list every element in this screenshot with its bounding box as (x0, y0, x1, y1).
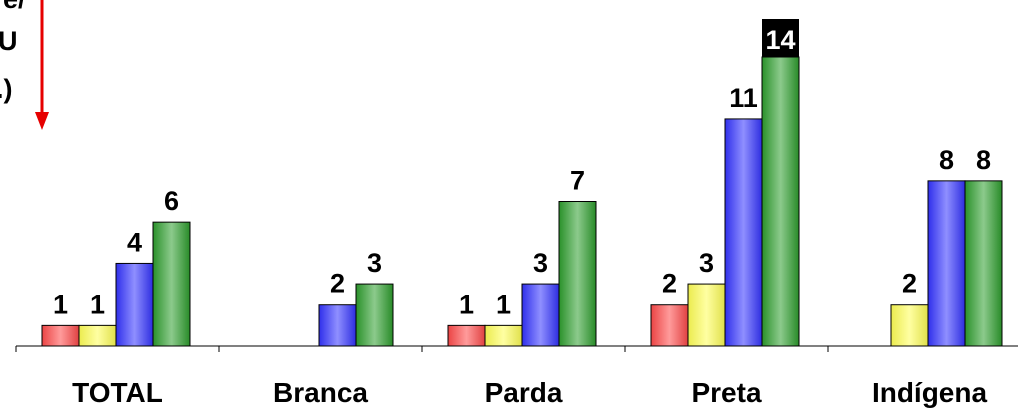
bar-parda-series-2 (484, 324, 523, 347)
data-label-preta-series-2: 3 (699, 248, 714, 278)
bar-indigena-series-2 (890, 304, 929, 347)
bar-parda-series-3 (521, 283, 560, 347)
data-label-preta-series-3: 11 (729, 83, 758, 113)
cutoff-label-line-2: U (0, 26, 18, 56)
category-label-branca: Branca (273, 377, 368, 408)
bar-parda-series-4 (558, 201, 597, 347)
data-label-total-series-3: 4 (127, 227, 142, 257)
data-label-parda-series-4: 7 (570, 166, 585, 196)
data-label-branca-series-4: 3 (367, 248, 382, 278)
data-label-parda-series-2: 1 (496, 289, 511, 319)
bar-total-series-1 (41, 324, 80, 347)
category-label-total: TOTAL (72, 377, 163, 408)
x-axis (15, 345, 1018, 352)
data-label-total-series-1: 1 (53, 289, 68, 319)
data-label-parda-series-3: 3 (533, 248, 548, 278)
bar-parda-series-1 (447, 324, 486, 347)
down-arrow-icon (35, 0, 49, 130)
data-label-indigena-series-2: 2 (902, 269, 917, 299)
data-label-total-series-4: 6 (164, 186, 179, 216)
cutoff-label-line-1: e/ (3, 0, 26, 13)
data-label-parda-series-1: 1 (459, 289, 474, 319)
data-label-indigena-series-3: 8 (939, 145, 954, 175)
bar-preta-series-1 (650, 304, 689, 347)
category-label-parda: Parda (485, 377, 563, 408)
category-label-preta: Preta (691, 377, 761, 408)
bar-preta-series-2 (687, 283, 726, 347)
bar-indigena-series-4 (964, 180, 1003, 347)
cutoff-label-line-3: .) (0, 74, 13, 104)
bar-branca-series-4 (355, 283, 394, 347)
bar-preta-series-3 (724, 118, 763, 347)
bar-total-series-2 (78, 324, 117, 347)
bar-total-series-4 (152, 221, 191, 347)
data-label-branca-series-3: 2 (330, 269, 345, 299)
data-label-indigena-series-4: 8 (976, 145, 991, 175)
bar-branca-series-3 (318, 304, 357, 347)
data-label-preta-series-1: 2 (662, 269, 677, 299)
bar-indigena-series-3 (927, 180, 966, 347)
data-label-preta-series-4: 14 (765, 25, 795, 55)
category-label-indigena: Indígena (872, 377, 988, 408)
bar-total-series-3 (115, 262, 154, 347)
data-label-total-series-2: 1 (90, 289, 105, 319)
highlight-box (762, 19, 799, 57)
bar-preta-series-4 (761, 56, 800, 347)
